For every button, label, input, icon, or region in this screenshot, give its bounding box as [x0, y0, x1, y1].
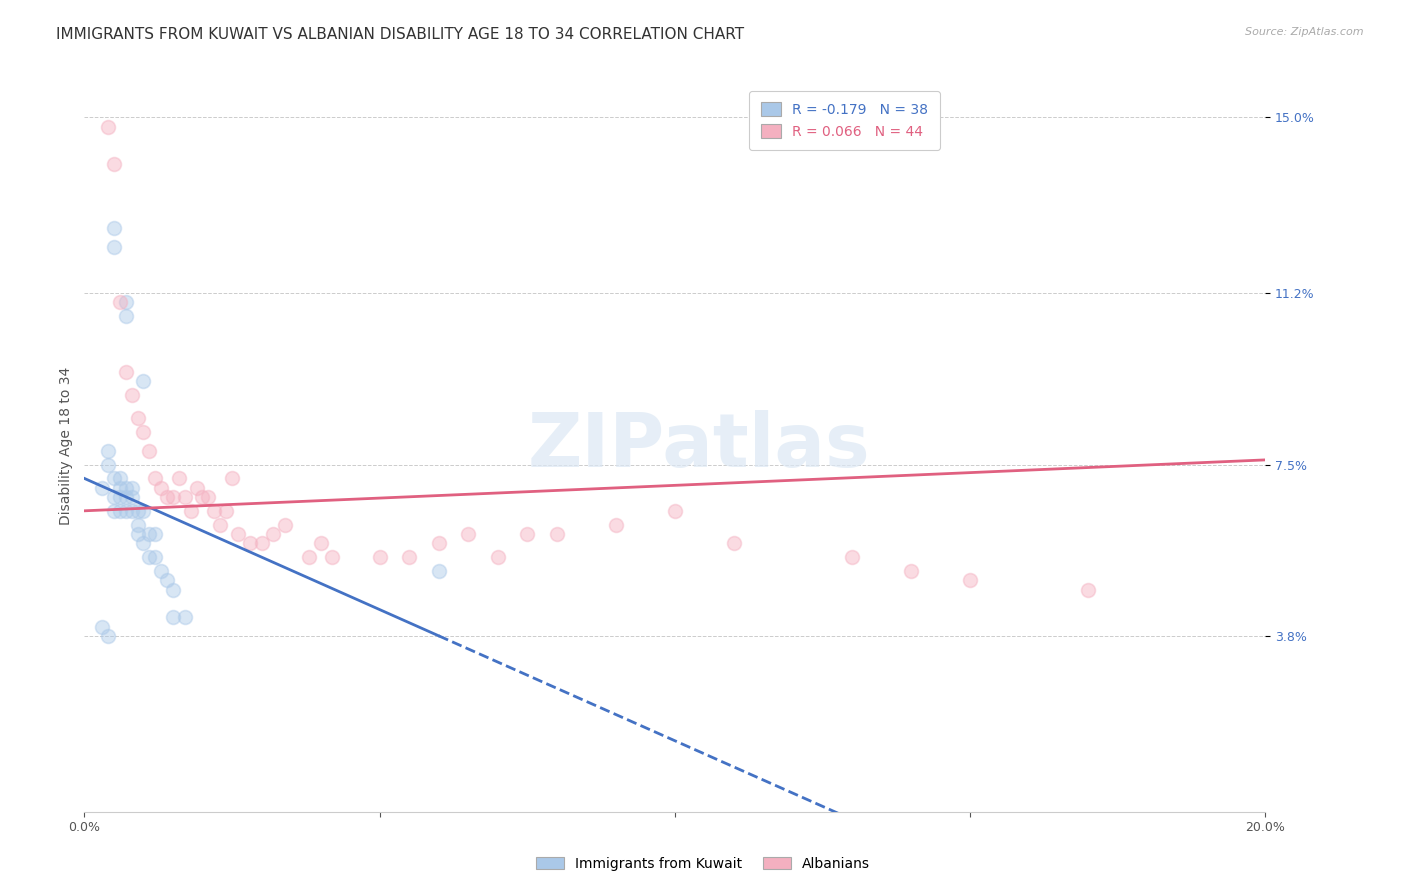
- Point: [162, 610, 184, 624]
- Point: [162, 490, 184, 504]
- Point: [114, 310, 136, 324]
- Point: [132, 374, 155, 388]
- Point: [114, 490, 136, 504]
- Point: [723, 536, 745, 550]
- Point: [167, 471, 190, 485]
- Point: [274, 517, 297, 532]
- Text: IMMIGRANTS FROM KUWAIT VS ALBANIAN DISABILITY AGE 18 TO 34 CORRELATION CHART: IMMIGRANTS FROM KUWAIT VS ALBANIAN DISAB…: [56, 27, 744, 42]
- Legend: R = -0.179   N = 38, R = 0.066   N = 44: R = -0.179 N = 38, R = 0.066 N = 44: [749, 91, 939, 150]
- Point: [103, 504, 125, 518]
- Point: [239, 536, 262, 550]
- Point: [121, 490, 143, 504]
- Point: [108, 504, 131, 518]
- Point: [427, 536, 450, 550]
- Point: [150, 481, 173, 495]
- Point: [138, 550, 160, 565]
- Point: [132, 536, 155, 550]
- Point: [127, 411, 149, 425]
- Point: [97, 120, 120, 134]
- Point: [226, 527, 249, 541]
- Point: [127, 517, 149, 532]
- Point: [262, 527, 284, 541]
- Point: [91, 481, 114, 495]
- Point: [202, 504, 225, 518]
- Point: [321, 550, 343, 565]
- Point: [91, 619, 114, 633]
- Point: [103, 490, 125, 504]
- Point: [221, 471, 243, 485]
- Point: [127, 527, 149, 541]
- Point: [841, 550, 863, 565]
- Point: [97, 443, 120, 458]
- Point: [103, 240, 125, 254]
- Point: [186, 481, 208, 495]
- Point: [143, 471, 166, 485]
- Point: [132, 504, 155, 518]
- Point: [121, 504, 143, 518]
- Point: [143, 527, 166, 541]
- Point: [97, 629, 120, 643]
- Point: [180, 504, 202, 518]
- Point: [97, 458, 120, 472]
- Point: [138, 527, 160, 541]
- Point: [209, 517, 232, 532]
- Point: [486, 550, 509, 565]
- Point: [103, 221, 125, 235]
- Point: [143, 550, 166, 565]
- Point: [173, 610, 195, 624]
- Point: [108, 295, 131, 310]
- Point: [398, 550, 420, 565]
- Point: [959, 574, 981, 588]
- Point: [197, 490, 219, 504]
- Point: [457, 527, 479, 541]
- Point: [427, 564, 450, 578]
- Point: [138, 443, 160, 458]
- Point: [150, 564, 173, 578]
- Text: Source: ZipAtlas.com: Source: ZipAtlas.com: [1246, 27, 1364, 37]
- Text: ZIPatlas: ZIPatlas: [527, 409, 870, 483]
- Point: [368, 550, 391, 565]
- Point: [1077, 582, 1099, 597]
- Point: [114, 504, 136, 518]
- Point: [108, 490, 131, 504]
- Point: [108, 481, 131, 495]
- Point: [664, 504, 686, 518]
- Point: [108, 471, 131, 485]
- Point: [215, 504, 238, 518]
- Point: [103, 156, 125, 170]
- Point: [516, 527, 538, 541]
- Point: [132, 425, 155, 439]
- Point: [121, 388, 143, 402]
- Point: [121, 481, 143, 495]
- Point: [156, 490, 179, 504]
- Legend: Immigrants from Kuwait, Albanians: Immigrants from Kuwait, Albanians: [530, 851, 876, 876]
- Point: [156, 574, 179, 588]
- Point: [114, 295, 136, 310]
- Point: [250, 536, 273, 550]
- Point: [103, 471, 125, 485]
- Point: [900, 564, 922, 578]
- Point: [162, 582, 184, 597]
- Point: [114, 365, 136, 379]
- Point: [127, 504, 149, 518]
- Point: [309, 536, 332, 550]
- Point: [191, 490, 214, 504]
- Point: [114, 481, 136, 495]
- Point: [546, 527, 568, 541]
- Point: [298, 550, 321, 565]
- Point: [173, 490, 195, 504]
- Y-axis label: Disability Age 18 to 34: Disability Age 18 to 34: [59, 367, 73, 525]
- Point: [605, 517, 627, 532]
